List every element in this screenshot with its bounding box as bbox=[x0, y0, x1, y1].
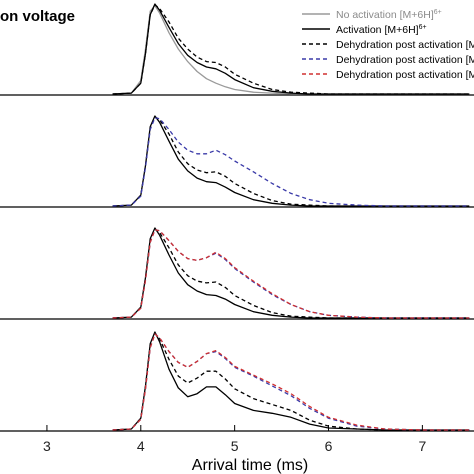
legend-label-5: Dehydration post activation [M bbox=[336, 69, 474, 81]
x-tick-label-4: 4 bbox=[137, 438, 145, 454]
legend-label-1: No activation [M+6H]6+ bbox=[336, 9, 442, 21]
x-tick-label-3: 3 bbox=[43, 438, 51, 454]
x-tick-label-6: 6 bbox=[325, 438, 333, 454]
panel-4-series-4-line bbox=[112, 333, 470, 431]
panel-2-series-2-line bbox=[112, 116, 470, 207]
legend-label-sup-1: 6+ bbox=[434, 9, 442, 16]
panel-3-series-3-line bbox=[112, 229, 470, 319]
x-tick-label-5: 5 bbox=[231, 438, 239, 454]
legend-label-2: Activation [M+6H]6+ bbox=[336, 24, 427, 36]
x-axis-label: Arrival time (ms) bbox=[192, 457, 308, 474]
legend-label-3: Dehydration post activation [M bbox=[336, 39, 474, 51]
x-tick-label-7: 7 bbox=[418, 438, 426, 454]
panel-3-series-2-line bbox=[112, 228, 470, 319]
chart-title: on voltage bbox=[0, 8, 76, 25]
panel-2-series-3-line bbox=[112, 117, 470, 207]
panel-4-series-3-line bbox=[112, 333, 470, 431]
panel-3-series-4-line bbox=[112, 229, 470, 319]
panel-1-series-3-line bbox=[112, 4, 470, 95]
panel-3-series-1-line bbox=[112, 227, 470, 319]
legend-label-sup-2: 6+ bbox=[419, 24, 427, 31]
legend-label-4: Dehydration post activation [M bbox=[336, 54, 474, 66]
